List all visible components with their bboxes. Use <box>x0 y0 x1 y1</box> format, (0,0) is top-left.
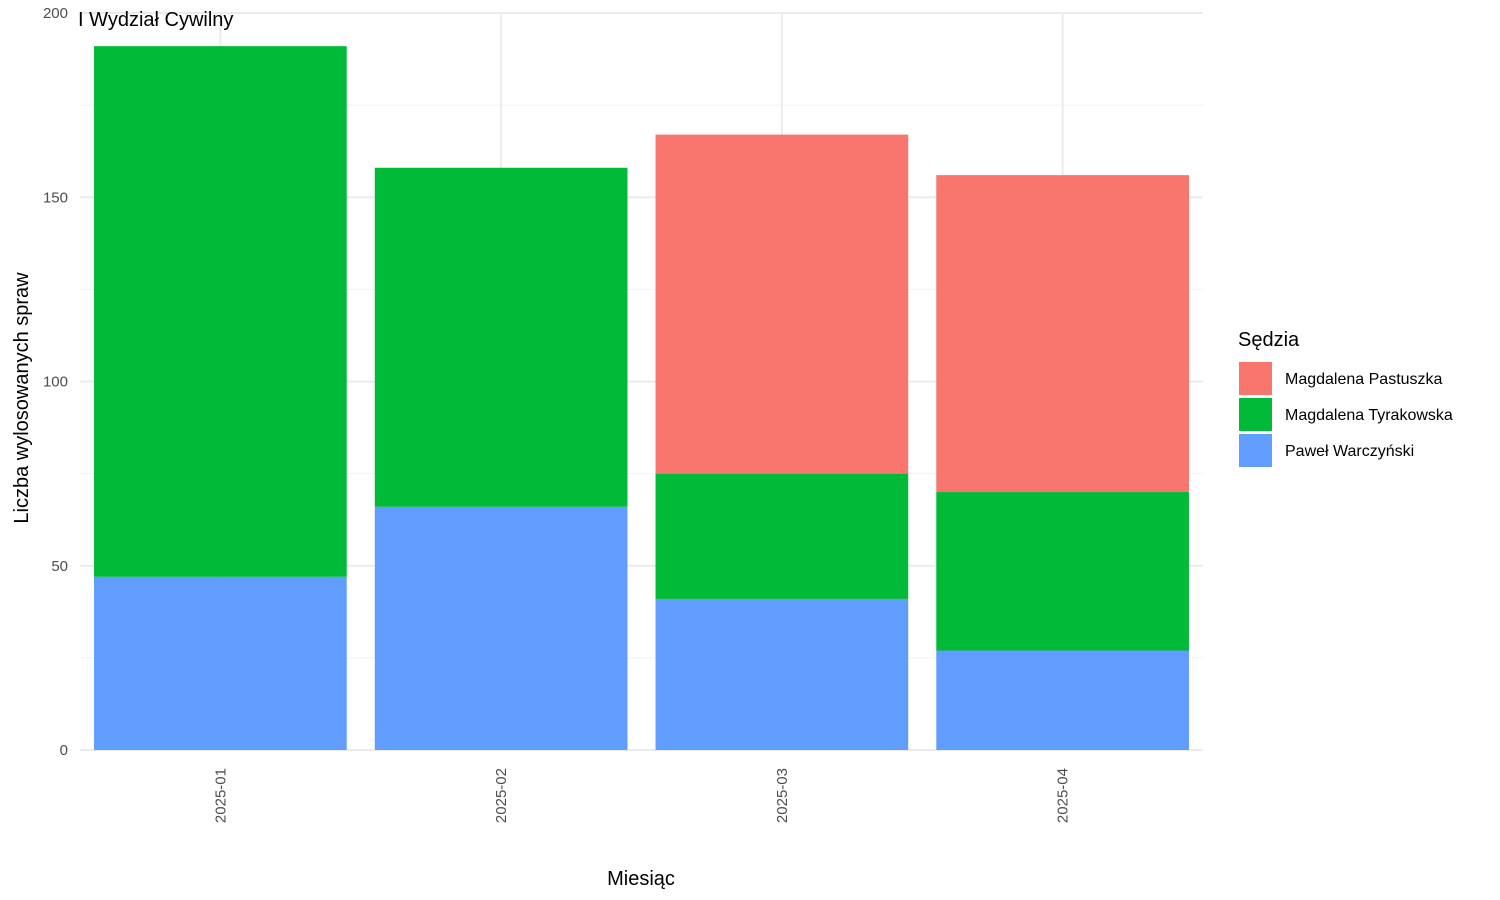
bar-segment: Magdalena Tyrakowska 2025-03: 34 <box>655 473 909 599</box>
y-tick-label: 50 <box>51 558 68 575</box>
bar-segment: Paweł Warczyński 2025-04: 27 <box>936 650 1189 750</box>
legend-swatch <box>1239 398 1272 431</box>
x-tick-label: 2025-03 <box>774 768 791 823</box>
y-axis-ticks: 0 50 100 150 200 <box>43 5 68 759</box>
legend-label: Paweł Warczyński <box>1285 443 1414 460</box>
bar-segment: Magdalena Tyrakowska 2025-04: 43 <box>936 492 1189 651</box>
x-tick-label: 2025-01 <box>212 768 229 823</box>
x-axis-ticks: 2025-01 2025-02 2025-03 2025-04 <box>212 768 1071 823</box>
bar-segment: Magdalena Pastuszka 2025-03: 92 <box>655 134 909 474</box>
chart-title: I Wydział Cywilny <box>78 9 233 31</box>
bar-segment: Paweł Warczyński 2025-01: 47 <box>94 576 347 750</box>
y-axis-title: Liczba wylosowanych spraw <box>11 272 33 524</box>
legend-label: Magdalena Tyrakowska <box>1285 407 1453 424</box>
y-tick-label: 0 <box>60 742 68 759</box>
y-tick-label: 150 <box>43 189 68 206</box>
legend: Sędzia Magdalena Pastuszka Magdalena Tyra… <box>1238 329 1453 467</box>
bar-segment: Paweł Warczyński 2025-02: 66 <box>374 506 628 750</box>
x-tick-label: 2025-04 <box>1055 768 1072 823</box>
y-tick-label: 100 <box>43 374 68 391</box>
bar-segment: Magdalena Tyrakowska 2025-02: 92 <box>374 167 628 507</box>
x-tick-label: 2025-02 <box>493 768 510 823</box>
legend-swatch <box>1239 362 1272 395</box>
legend-label: Magdalena Pastuszka <box>1285 371 1443 388</box>
x-axis-title: Miesiąc <box>607 868 675 890</box>
bar-segment: Magdalena Tyrakowska 2025-01: 144 <box>94 46 347 577</box>
legend-title: Sędzia <box>1238 329 1300 351</box>
legend-swatch <box>1239 434 1272 467</box>
legend-items: Magdalena Pastuszka Magdalena Tyrakowska P… <box>1239 362 1453 467</box>
y-tick-label: 200 <box>43 5 68 22</box>
bars: Paweł Warczyński 2025-01: 47Magdalena Ty… <box>94 46 1189 750</box>
bar-segment: Paweł Warczyński 2025-03: 41 <box>655 598 909 750</box>
bar-segment: Magdalena Pastuszka 2025-04: 86 <box>936 175 1189 493</box>
